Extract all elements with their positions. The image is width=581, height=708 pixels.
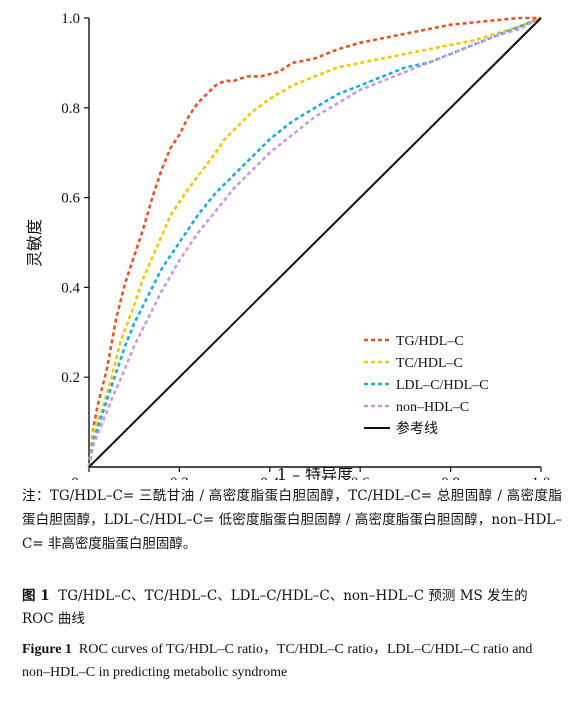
caption-en-label: Figure 1	[22, 642, 72, 657]
x-axis-label: 1 – 特异度	[277, 465, 353, 480]
caption-en: Figure 1 ROC curves of TG/HDL–C ratio，TC…	[22, 638, 562, 684]
series-line-0	[87, 16, 541, 468]
legend-label: non–HDL–C	[396, 400, 469, 415]
caption-cn-text: TG/HDL–C、TC/HDL–C、LDL–C/HDL–C、non–HDL–C …	[22, 588, 528, 627]
caption-cn: 图 1 TG/HDL–C、TC/HDL–C、LDL–C/HDL–C、non–HD…	[22, 585, 562, 631]
series-line-3	[87, 16, 542, 468]
figure-note: 注：TG/HDL–C= 三酰甘油 / 高密度脂蛋白胆固醇，TC/HDL–C= 总…	[22, 488, 562, 552]
caption-cn-label: 图 1	[22, 588, 50, 604]
legend-label: TC/HDL–C	[396, 356, 463, 371]
x-tick-label: 0	[71, 475, 79, 480]
curves	[87, 16, 542, 468]
caption-en-text: ROC curves of TG/HDL–C ratio，TC/HDL–C ra…	[22, 642, 533, 680]
legend-label: 参考线	[396, 420, 438, 437]
roc-chart: 00.20.40.60.81.00.20.40.60.81.0 1 – 特异度 …	[25, 11, 550, 480]
x-tick-label: 1.0	[532, 475, 551, 480]
y-tick-label: 0.2	[61, 370, 80, 386]
x-tick-label: 0.6	[351, 475, 370, 480]
legend: TG/HDL–C TC/HDL–C LDL–C/HDL–C non–HDL–C 参考线	[364, 334, 489, 437]
axes	[84, 17, 542, 472]
y-tick-label: 1.0	[61, 11, 80, 27]
y-tick-label: 0.8	[61, 101, 80, 117]
x-tick-label: 0.4	[260, 475, 279, 480]
x-tick-label: 0.2	[170, 475, 189, 480]
series-line-1	[87, 16, 542, 468]
y-axis-label: 灵敏度	[25, 219, 44, 267]
y-tick-label: 0.4	[61, 280, 80, 296]
legend-label: TG/HDL–C	[396, 334, 464, 349]
tick-labels: 0 0.2 0.4 0.6 0.8 1.0 0.2 0.4 0.6 0.8 1.0	[61, 11, 550, 480]
series-line-4	[88, 17, 542, 468]
y-tick-label: 0.6	[61, 191, 80, 207]
x-tick-label: 0.8	[441, 475, 460, 480]
legend-label: LDL–C/HDL–C	[396, 378, 489, 393]
